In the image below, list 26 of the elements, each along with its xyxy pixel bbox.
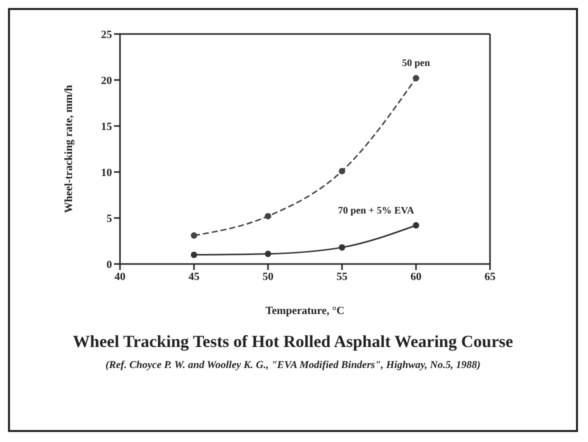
x-tick-label: 60 (410, 270, 422, 283)
text: (Ref. Choyce P. W. and Woolley K. G., "EVA Modified Binders", Highway, No.5, 1988) (104, 360, 482, 371)
x-tick-label: 50 (262, 270, 274, 283)
point (264, 250, 272, 258)
point (412, 222, 420, 229)
x-tick-label: 40 (114, 270, 126, 283)
point (338, 168, 346, 174)
point (338, 244, 346, 251)
y-tick-label: 5 (106, 212, 112, 225)
point (190, 232, 198, 239)
point (264, 212, 272, 220)
x-tick-label: 65 (484, 270, 496, 283)
series-label: 70 pen + 5% EVA (338, 205, 415, 216)
y-tick-label: 20 (101, 74, 112, 87)
y-tick-label: 0 (106, 258, 112, 271)
y-tick-label: 10 (101, 166, 112, 179)
text: Wheel Tracking Tests of Hot Rolled Asphalt Wearing Course (72, 332, 514, 352)
y-axis-title: Wheel-tracking rate, mm/h (62, 85, 75, 213)
point (190, 252, 198, 258)
point (412, 74, 420, 82)
y-tick-label: 25 (101, 28, 112, 41)
x-axis-title: Temperature, °C (266, 305, 345, 317)
x-tick-label: 45 (188, 270, 200, 283)
x-tick-label: 55 (336, 270, 348, 283)
series-label: 50 pen (402, 58, 430, 70)
y-tick-label: 15 (101, 120, 112, 133)
